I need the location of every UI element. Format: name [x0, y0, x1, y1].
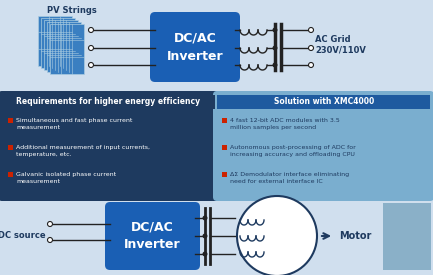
Circle shape — [308, 62, 313, 67]
FancyBboxPatch shape — [222, 145, 227, 150]
Text: PV Strings: PV Strings — [47, 6, 97, 15]
FancyBboxPatch shape — [213, 91, 433, 201]
Circle shape — [203, 216, 207, 221]
Circle shape — [203, 233, 207, 238]
FancyBboxPatch shape — [2, 95, 215, 109]
FancyBboxPatch shape — [222, 172, 227, 177]
Text: DC/AC
Inverter: DC/AC Inverter — [167, 32, 223, 62]
Text: 4 fast 12-bit ADC modules with 3.5
million samples per second: 4 fast 12-bit ADC modules with 3.5 milli… — [230, 118, 340, 130]
Circle shape — [48, 221, 52, 227]
Circle shape — [272, 28, 278, 32]
FancyBboxPatch shape — [8, 172, 13, 177]
FancyBboxPatch shape — [150, 12, 240, 82]
Text: DC source: DC source — [0, 232, 46, 241]
FancyBboxPatch shape — [105, 202, 200, 270]
Circle shape — [203, 252, 207, 257]
Text: Requirements for higher energy efficiency: Requirements for higher energy efficienc… — [16, 98, 200, 106]
Text: Motor: Motor — [339, 231, 372, 241]
FancyBboxPatch shape — [8, 118, 13, 123]
Circle shape — [88, 62, 94, 67]
FancyBboxPatch shape — [47, 22, 81, 72]
FancyBboxPatch shape — [38, 16, 72, 66]
FancyBboxPatch shape — [0, 91, 219, 201]
Text: Additional measurement of input currents,
temperature, etc.: Additional measurement of input currents… — [16, 145, 150, 157]
Circle shape — [272, 62, 278, 67]
Circle shape — [48, 238, 52, 243]
Text: DC/AC
Inverter: DC/AC Inverter — [124, 221, 180, 252]
Text: Simultaneous and fast phase current
measurement: Simultaneous and fast phase current meas… — [16, 118, 132, 130]
Text: ΔΣ Demodulator interface eliminating
need for external interface IC: ΔΣ Demodulator interface eliminating nee… — [230, 172, 349, 184]
Circle shape — [272, 45, 278, 51]
FancyBboxPatch shape — [222, 118, 227, 123]
FancyBboxPatch shape — [50, 24, 84, 74]
Text: Galvanic isolated phase current
measurement: Galvanic isolated phase current measurem… — [16, 172, 116, 184]
FancyBboxPatch shape — [217, 95, 430, 109]
Circle shape — [88, 45, 94, 51]
FancyBboxPatch shape — [44, 20, 78, 70]
Circle shape — [237, 196, 317, 275]
FancyBboxPatch shape — [0, 0, 433, 94]
Circle shape — [308, 45, 313, 51]
Text: Solution with XMC4000: Solution with XMC4000 — [274, 98, 374, 106]
Circle shape — [88, 28, 94, 32]
FancyBboxPatch shape — [383, 203, 431, 270]
FancyBboxPatch shape — [0, 198, 433, 275]
FancyBboxPatch shape — [41, 18, 75, 68]
Text: AC Grid
230V/110V: AC Grid 230V/110V — [315, 35, 366, 55]
Text: Autonomous post-processing of ADC for
increasing accuracy and offloading CPU: Autonomous post-processing of ADC for in… — [230, 145, 356, 157]
Circle shape — [308, 28, 313, 32]
FancyBboxPatch shape — [8, 145, 13, 150]
